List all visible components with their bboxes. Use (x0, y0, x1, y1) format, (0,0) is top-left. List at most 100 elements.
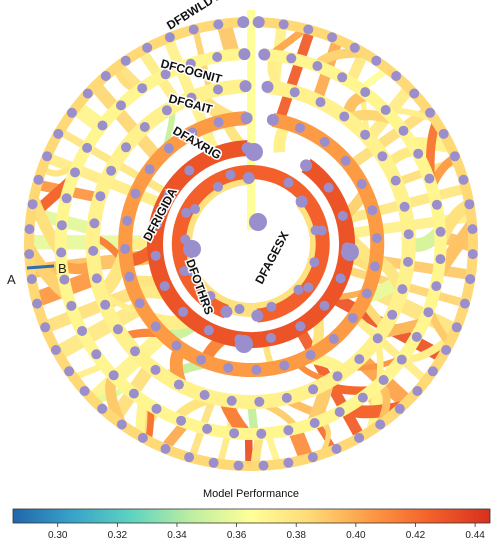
node-dot (229, 428, 240, 439)
node-dot (370, 261, 380, 272)
ring-label-6: DFAGESX (252, 229, 291, 286)
node-dot (159, 281, 170, 292)
colorbar-ticks: 0.30 0.32 0.34 0.36 0.38 0.40 0.42 0.44 (48, 523, 485, 541)
colorbar-tick-label: 0.42 (406, 530, 426, 541)
node-dot (377, 151, 388, 162)
node-dot (266, 113, 279, 126)
node-dot (339, 111, 350, 122)
node-dot (332, 371, 343, 382)
ring-arc-3 (118, 111, 385, 378)
node-dot (303, 282, 314, 293)
node-dot (431, 281, 442, 292)
node-dot (226, 395, 237, 406)
node-dot (233, 460, 244, 471)
node-dot (286, 53, 297, 64)
node-dot (190, 204, 200, 214)
node-dot (391, 71, 402, 81)
node-dot (95, 191, 106, 202)
node-dot (181, 207, 192, 218)
node-dot (335, 273, 346, 284)
node-dot (360, 87, 371, 98)
ring-arc-6 (171, 165, 330, 323)
node-dot (360, 129, 371, 140)
node-dot (266, 301, 277, 312)
node-dot (185, 58, 196, 69)
connection-band (90, 81, 164, 163)
node-dot (164, 32, 175, 43)
hub-node-dot (341, 243, 359, 261)
colorbar-tick-label: 0.32 (108, 530, 128, 541)
node-dot (150, 321, 161, 332)
connection-band (351, 313, 429, 384)
node-dot (124, 271, 135, 282)
node-dot (199, 390, 210, 400)
node-dot (203, 325, 214, 336)
node-dot (396, 354, 407, 365)
node-dot (337, 210, 348, 221)
node-dot (242, 172, 255, 184)
node-dot (82, 88, 93, 99)
node-dot (334, 407, 345, 417)
node-dot (328, 333, 339, 344)
node-dot (213, 181, 223, 192)
node-dot (223, 362, 234, 373)
node-dot (56, 247, 67, 258)
node-dot (142, 42, 153, 53)
node-dot (340, 155, 351, 166)
node-dot (27, 199, 38, 210)
node-dot (371, 233, 382, 244)
colorbar-tick-label: 0.36 (227, 530, 247, 541)
node-dot (42, 151, 53, 162)
node-dot (184, 452, 195, 463)
hub-node-dot (183, 240, 201, 258)
node-dot (128, 388, 139, 399)
node-dot (33, 174, 44, 185)
node-dot (464, 199, 475, 210)
node-dot (331, 443, 342, 454)
node-dot (293, 284, 304, 295)
node-dot (40, 322, 51, 333)
node-dot (258, 48, 271, 61)
node-dot (116, 419, 127, 430)
node-dot (409, 88, 420, 99)
node-dot (196, 354, 207, 365)
node-dot (467, 249, 478, 260)
node-dot (347, 313, 358, 324)
node-dot (234, 304, 245, 314)
node-dot (367, 205, 378, 216)
node-dot (397, 284, 408, 295)
node-dot (116, 100, 126, 111)
node-dot (100, 299, 111, 310)
node-dot (423, 307, 434, 318)
node-dot (451, 322, 462, 333)
node-dot (212, 52, 223, 62)
node-dot (309, 418, 320, 428)
node-dot (88, 245, 99, 256)
node-dot (261, 80, 274, 93)
node-dot (91, 349, 102, 360)
node-dot (354, 354, 365, 365)
node-dot (225, 169, 236, 180)
node-dot (251, 309, 264, 322)
node-dot (160, 443, 171, 454)
node-dot (449, 151, 460, 162)
node-dot (254, 396, 265, 407)
node-dot (184, 165, 195, 176)
node-dot (303, 24, 314, 35)
node-dot (312, 61, 323, 71)
node-dot (100, 71, 111, 81)
node-dot (150, 364, 161, 375)
connection-band (274, 28, 316, 123)
node-dot (354, 432, 365, 443)
node-dot (151, 403, 162, 414)
ab-connector-line (26, 264, 55, 270)
connection-band (54, 300, 146, 360)
node-dot (134, 298, 145, 309)
node-dot (77, 326, 88, 336)
node-dot (295, 195, 308, 208)
node-dot (295, 321, 306, 332)
node-dot (327, 32, 338, 43)
node-dot (281, 392, 292, 403)
node-dot (283, 457, 294, 468)
